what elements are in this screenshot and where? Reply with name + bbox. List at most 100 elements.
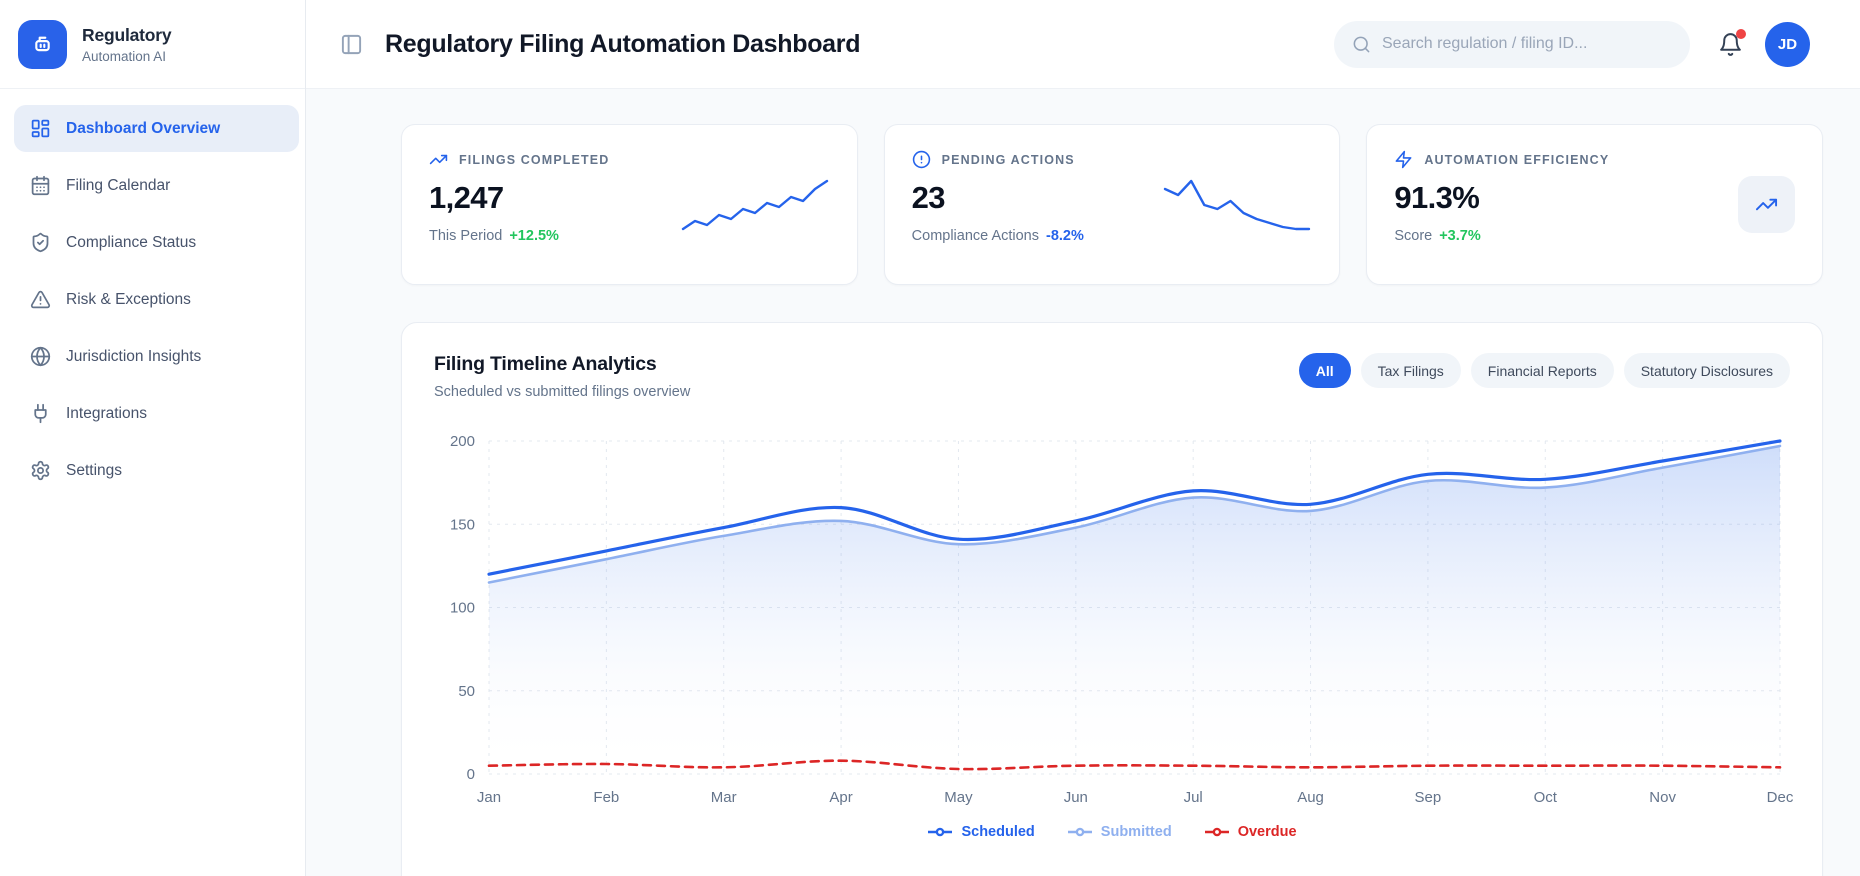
alert-triangle-icon	[30, 290, 51, 309]
stat-value: 91.3%	[1394, 180, 1480, 215]
svg-text:Aug: Aug	[1297, 789, 1324, 806]
page-title: Regulatory Filing Automation Dashboard	[385, 29, 861, 58]
sidebar: Regulatory Automation AI Dashboard Overv…	[0, 0, 306, 876]
trending-up-icon	[429, 154, 448, 165]
svg-text:Feb: Feb	[593, 789, 619, 806]
legend-marker-icon	[1067, 827, 1092, 837]
legend-marker-icon	[1204, 827, 1229, 837]
sidebar-item-compliance-status[interactable]: Compliance Status	[14, 219, 299, 266]
stat-value: 1,247	[429, 180, 504, 215]
stat-sub-label: This Period	[429, 228, 503, 244]
notification-badge	[1736, 28, 1746, 39]
legend-label: Overdue	[1237, 824, 1297, 840]
sidebar-item-settings[interactable]: Settings	[14, 447, 299, 494]
user-avatar[interactable]: JD	[1765, 21, 1810, 67]
chart-filters: All Tax Filings Financial Reports Statutory…	[1298, 353, 1790, 388]
stat-body: AUTOMATION EFFICIENCY 91.3% Score +3.7%	[1394, 150, 1609, 259]
main-area: Regulatory Filing Automation Dashboard J…	[306, 0, 1860, 876]
stat-sparkline	[680, 150, 830, 259]
sidebar-item-label: Compliance Status	[66, 233, 197, 251]
legend-item-overdue[interactable]: Overdue	[1204, 824, 1297, 840]
filter-pill-all[interactable]: All	[1298, 353, 1351, 388]
sidebar-item-dashboard-overview[interactable]: Dashboard Overview	[14, 105, 299, 152]
stat-delta: +12.5%	[509, 228, 559, 244]
stat-sub-label: Compliance Actions	[911, 228, 1039, 244]
content: FILINGS COMPLETED 1,247 This Period +12.5% P…	[306, 89, 1860, 876]
stat-label: PENDING ACTIONS	[941, 152, 1075, 167]
stat-delta: +3.7%	[1439, 228, 1481, 244]
legend-label: Submitted	[1100, 824, 1172, 840]
svg-text:Jun: Jun	[1064, 789, 1088, 806]
legend-label: Scheduled	[961, 824, 1035, 840]
series-line-overdue	[487, 759, 1782, 771]
dashboard-grid-icon	[31, 119, 50, 138]
stats-row: FILINGS COMPLETED 1,247 This Period +12.5% P…	[401, 124, 1823, 285]
filter-pill-financial-reports[interactable]: Financial Reports	[1470, 353, 1614, 388]
legend-item-scheduled[interactable]: Scheduled	[927, 824, 1035, 840]
filter-pill-tax-filings[interactable]: Tax Filings	[1360, 353, 1461, 388]
sidebar-item-integrations[interactable]: Integrations	[14, 390, 299, 437]
series-line-scheduled	[487, 439, 1782, 576]
svg-text:May: May	[944, 789, 973, 806]
notifications-button[interactable]	[1718, 28, 1746, 57]
legend-marker-icon	[928, 827, 953, 837]
chart-canvas: 0 50 100 150 200 Jan Feb Mar Apr May Jun Jul Aug Sep O…	[434, 424, 1794, 812]
svg-text:Sep: Sep	[1415, 789, 1442, 806]
sidebar-item-label: Dashboard Overview	[66, 119, 221, 137]
svg-text:Dec: Dec	[1767, 789, 1794, 806]
chart-card: Filing Timeline Analytics Scheduled vs s…	[401, 322, 1823, 876]
gear-icon	[31, 460, 50, 481]
robot-logo-icon	[18, 19, 67, 69]
app-logo: Regulatory Automation AI	[0, 0, 305, 89]
chart-header: Filing Timeline Analytics Scheduled vs s…	[434, 353, 1790, 400]
stat-label: AUTOMATION EFFICIENCY	[1424, 152, 1610, 167]
sidebar-item-label: Jurisdiction Insights	[66, 347, 202, 365]
stat-value: 23	[911, 180, 946, 215]
logo-text: Regulatory Automation AI	[82, 24, 172, 64]
chart-legend: Scheduled Submitted Overdue	[434, 824, 1790, 840]
svg-text:200: 200	[450, 433, 475, 450]
trending-up-icon	[1755, 198, 1778, 211]
app-title: Regulatory	[82, 24, 172, 45]
search-icon	[1352, 35, 1371, 54]
sidebar-toggle-button[interactable]	[340, 33, 363, 56]
svg-text:50: 50	[458, 683, 475, 700]
svg-text:0: 0	[467, 766, 475, 783]
svg-text:Mar: Mar	[711, 789, 737, 806]
app-subtitle: Automation AI	[82, 48, 167, 64]
stat-trend-chip	[1737, 176, 1795, 233]
stat-body: FILINGS COMPLETED 1,247 This Period +12.5%	[429, 150, 609, 259]
stat-card-pending-actions: PENDING ACTIONS 23 Compliance Actions -8.2%	[883, 124, 1341, 285]
search-box[interactable]	[1334, 20, 1690, 68]
sidebar-nav: Dashboard Overview Filing Calendar Complia…	[0, 89, 305, 504]
shield-check-icon	[32, 232, 49, 253]
sidebar-item-label: Integrations	[66, 404, 147, 422]
search-input[interactable]	[1382, 35, 1672, 53]
plug-icon	[34, 403, 47, 424]
sidebar-item-jurisdiction-insights[interactable]: Jurisdiction Insights	[14, 333, 299, 380]
sidebar-item-filing-calendar[interactable]: Filing Calendar	[14, 162, 299, 209]
svg-text:Jan: Jan	[477, 789, 501, 806]
calendar-icon	[31, 175, 50, 196]
stat-label: FILINGS COMPLETED	[459, 152, 610, 167]
header: Regulatory Filing Automation Dashboard J…	[306, 0, 1860, 89]
sidebar-item-label: Filing Calendar	[66, 176, 171, 194]
svg-text:150: 150	[450, 516, 475, 533]
stat-sparkline	[1162, 150, 1312, 259]
stat-card-filings-completed: FILINGS COMPLETED 1,247 This Period +12.5%	[401, 124, 858, 285]
alert-circle-icon	[912, 150, 930, 169]
chart-subtitle: Scheduled vs submitted filings overview	[434, 384, 691, 400]
svg-text:100: 100	[450, 600, 475, 617]
sidebar-item-risk-exceptions[interactable]: Risk & Exceptions	[14, 276, 299, 323]
svg-text:Oct: Oct	[1534, 789, 1558, 806]
svg-text:Jul: Jul	[1184, 789, 1203, 806]
sidebar-item-label: Risk & Exceptions	[66, 290, 191, 308]
filter-pill-statutory-disclosures[interactable]: Statutory Disclosures	[1623, 353, 1790, 388]
stat-card-automation-efficiency: AUTOMATION EFFICIENCY 91.3% Score +3.7%	[1366, 124, 1823, 285]
svg-text:Apr: Apr	[829, 789, 852, 806]
sidebar-item-label: Settings	[66, 461, 123, 479]
legend-item-submitted[interactable]: Submitted	[1067, 824, 1172, 840]
stat-sub-label: Score	[1394, 228, 1433, 244]
zap-icon	[1395, 150, 1412, 169]
